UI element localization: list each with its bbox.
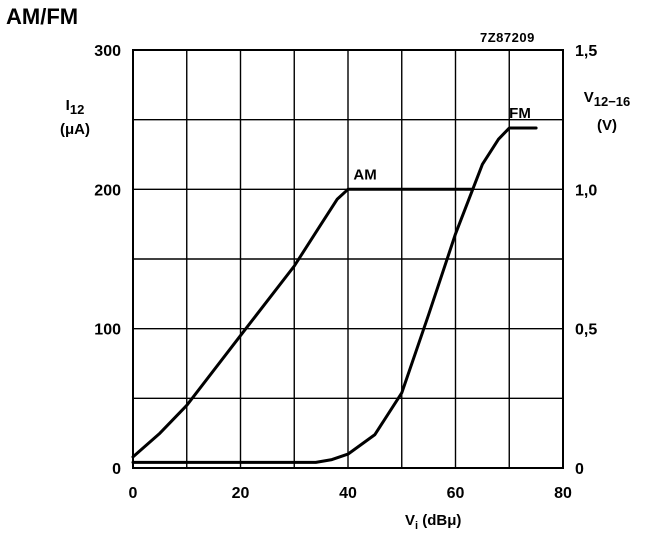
y-right-tick-label: 1,0 <box>575 182 597 199</box>
y-right-tick-label: 0 <box>575 461 584 478</box>
right-axis-subscript: 12−16 <box>593 94 631 109</box>
x-axis-subscript: i <box>415 520 419 532</box>
x-tick-label: 60 <box>447 485 465 502</box>
x-tick-label: 0 <box>129 485 138 502</box>
y-left-tick-label: 100 <box>94 322 121 339</box>
chart-title: AM/FM <box>6 4 79 29</box>
figure-code: 7Z87209 <box>480 30 535 45</box>
series-line-am <box>131 187 474 459</box>
x-tick-label: 20 <box>232 485 250 502</box>
plot-frame <box>132 49 564 469</box>
right-axis-unit: (V) <box>597 117 617 134</box>
x-axis-symbol: V <box>405 512 416 529</box>
left-axis-symbol: I <box>65 97 70 114</box>
left-axis-subscript: 12 <box>69 102 85 117</box>
y-right-tick-label: 1,5 <box>575 43 597 60</box>
y-left-tick-label: 0 <box>112 461 121 478</box>
x-tick-label: 40 <box>339 485 357 502</box>
y-left-tick-label: 300 <box>94 43 121 60</box>
series-line-fm <box>131 126 538 464</box>
series-label-am: AM <box>353 166 376 183</box>
right-axis-label: V12−16 (V) <box>572 88 642 136</box>
right-axis-symbol: V <box>583 89 594 106</box>
left-axis-unit: (μA) <box>60 121 90 138</box>
x-tick-label: 80 <box>554 485 572 502</box>
y-left-tick-label: 200 <box>94 182 121 199</box>
x-axis-unit: (dBμ) <box>422 512 462 529</box>
y-right-tick-label: 0,5 <box>575 322 597 339</box>
x-axis-label: Vi (dBμ) <box>405 512 462 532</box>
series-label-fm: FM <box>509 105 531 122</box>
left-axis-label: I12 (μA) <box>50 96 100 140</box>
